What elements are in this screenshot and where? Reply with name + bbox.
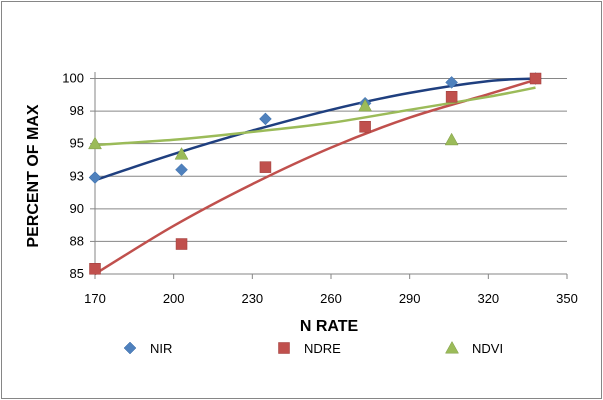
point-ndvi-2 (358, 98, 373, 112)
point-nir-1 (175, 163, 188, 177)
x-tick-label-1: 200 (163, 291, 185, 306)
legend-label-ndre: NDRE (304, 341, 341, 356)
tick-labels: 85 88 90 93 95 98 100 170 200 230 260 290 320 350 (62, 71, 578, 306)
x-tick-label-4: 290 (399, 291, 421, 306)
point-nir-4 (445, 76, 458, 89)
legend-label-nir: NIR (150, 341, 172, 356)
legend-marker-ndre (278, 342, 290, 354)
point-ndvi-0 (88, 136, 102, 150)
y-tick-label-5: 98 (70, 103, 84, 118)
point-nir-0 (88, 171, 102, 184)
trendline-ndre (94, 78, 536, 276)
x-tick-label-6: 350 (556, 291, 578, 306)
y-tick-label-4: 95 (70, 136, 84, 151)
x-tick-label-5: 320 (477, 291, 499, 306)
legend-label-ndvi: NDVI (472, 341, 503, 356)
y-tick-label-6: 100 (62, 71, 84, 86)
point-ndre-1 (175, 238, 188, 250)
point-ndvi-1 (174, 147, 189, 160)
point-ndre-2 (259, 161, 272, 173)
y-tick-label-0: 85 (70, 266, 84, 281)
point-ndvi-3 (444, 132, 459, 146)
point-ndre-4 (445, 91, 458, 103)
data-points (88, 72, 542, 275)
y-tick-label-3: 93 (70, 168, 84, 183)
x-tick-label-2: 230 (241, 291, 263, 306)
point-nir-2 (259, 112, 272, 126)
axes (90, 72, 568, 279)
legend-marker-nir (123, 341, 137, 355)
trendline-nir (94, 77, 536, 182)
x-tick-label-0: 170 (84, 291, 106, 306)
point-ndre-5 (529, 72, 542, 85)
trendline-ndvi (94, 86, 536, 147)
legend-marker-ndvi (445, 340, 459, 354)
x-axis-title: N RATE (300, 318, 359, 335)
y-tick-label-1: 88 (70, 233, 84, 248)
gridlines (95, 78, 567, 275)
legend: NIR NDRE NDVI (123, 340, 503, 356)
trendlines (94, 77, 536, 276)
point-ndre-0 (89, 263, 101, 275)
y-tick-label-2: 90 (70, 201, 84, 216)
y-axis-title: PERCENT OF MAX (25, 104, 42, 247)
point-ndre-3 (359, 120, 371, 133)
x-tick-label-3: 260 (320, 291, 342, 306)
